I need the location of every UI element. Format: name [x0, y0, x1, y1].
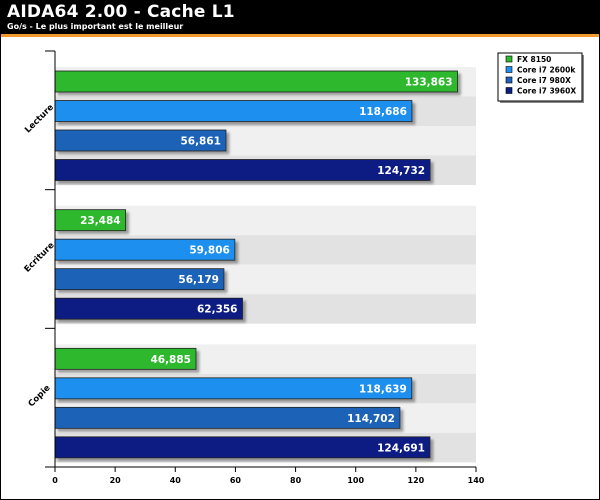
x-tick-label: 40 — [170, 476, 182, 485]
x-tick-label: 60 — [230, 476, 242, 485]
legend-entry: Core i7 3960X — [517, 87, 576, 96]
x-tick-label: 0 — [52, 476, 58, 485]
x-tick-label: 100 — [347, 476, 364, 485]
accent-stripe — [1, 34, 599, 37]
legend-swatch — [505, 55, 513, 63]
bar-value-label: 23,484 — [80, 215, 121, 227]
bar-value-label: 124,691 — [377, 442, 425, 454]
legend-entry: Core i7 980X — [517, 76, 571, 85]
chart-title: AIDA64 2.00 - Cache L1 — [7, 2, 235, 22]
bars-layer: 133,863 118,686 56,861 124,732 23,484 59,806 5… — [54, 70, 458, 459]
chart-subtitle: Go/s - Le plus important est le meilleur — [7, 22, 184, 31]
bar-value-label: 56,179 — [178, 274, 219, 286]
legend-swatch — [505, 66, 513, 73]
bar-value-label: 46,885 — [150, 354, 191, 366]
bar-value-label: 118,639 — [359, 383, 407, 395]
bar-value-label: 133,863 — [405, 77, 453, 89]
bar-value-label: 118,686 — [359, 106, 407, 118]
header-bar: AIDA64 2.00 - Cache L1 Go/s - Le plus im… — [1, 1, 599, 34]
legend-entry: FX 8150 — [517, 55, 551, 64]
bar-value-label: 62,356 — [197, 304, 238, 316]
x-tick-label: 140 — [468, 476, 485, 485]
legend-entry: Core i7 2600k — [517, 66, 576, 75]
category-label: Lecture — [23, 102, 56, 135]
bar-copie-4 — [54, 436, 431, 459]
category-label: Ecriture — [23, 240, 57, 274]
legend-swatch — [505, 87, 513, 94]
bar-value-label: 114,702 — [347, 413, 395, 425]
legend-swatch — [505, 76, 513, 84]
x-tick-label: 120 — [408, 476, 425, 485]
bar-value-label: 56,861 — [180, 136, 221, 148]
plot-bands — [55, 67, 476, 463]
x-tick-label: 80 — [290, 476, 302, 485]
bar-value-label: 59,806 — [189, 245, 230, 257]
category-label: Copie — [27, 383, 53, 409]
bar-value-label: 124,732 — [377, 165, 425, 177]
x-tick-label: 20 — [110, 476, 122, 485]
bar-lecture-4 — [54, 159, 431, 181]
bar-lecture-1 — [54, 70, 458, 93]
